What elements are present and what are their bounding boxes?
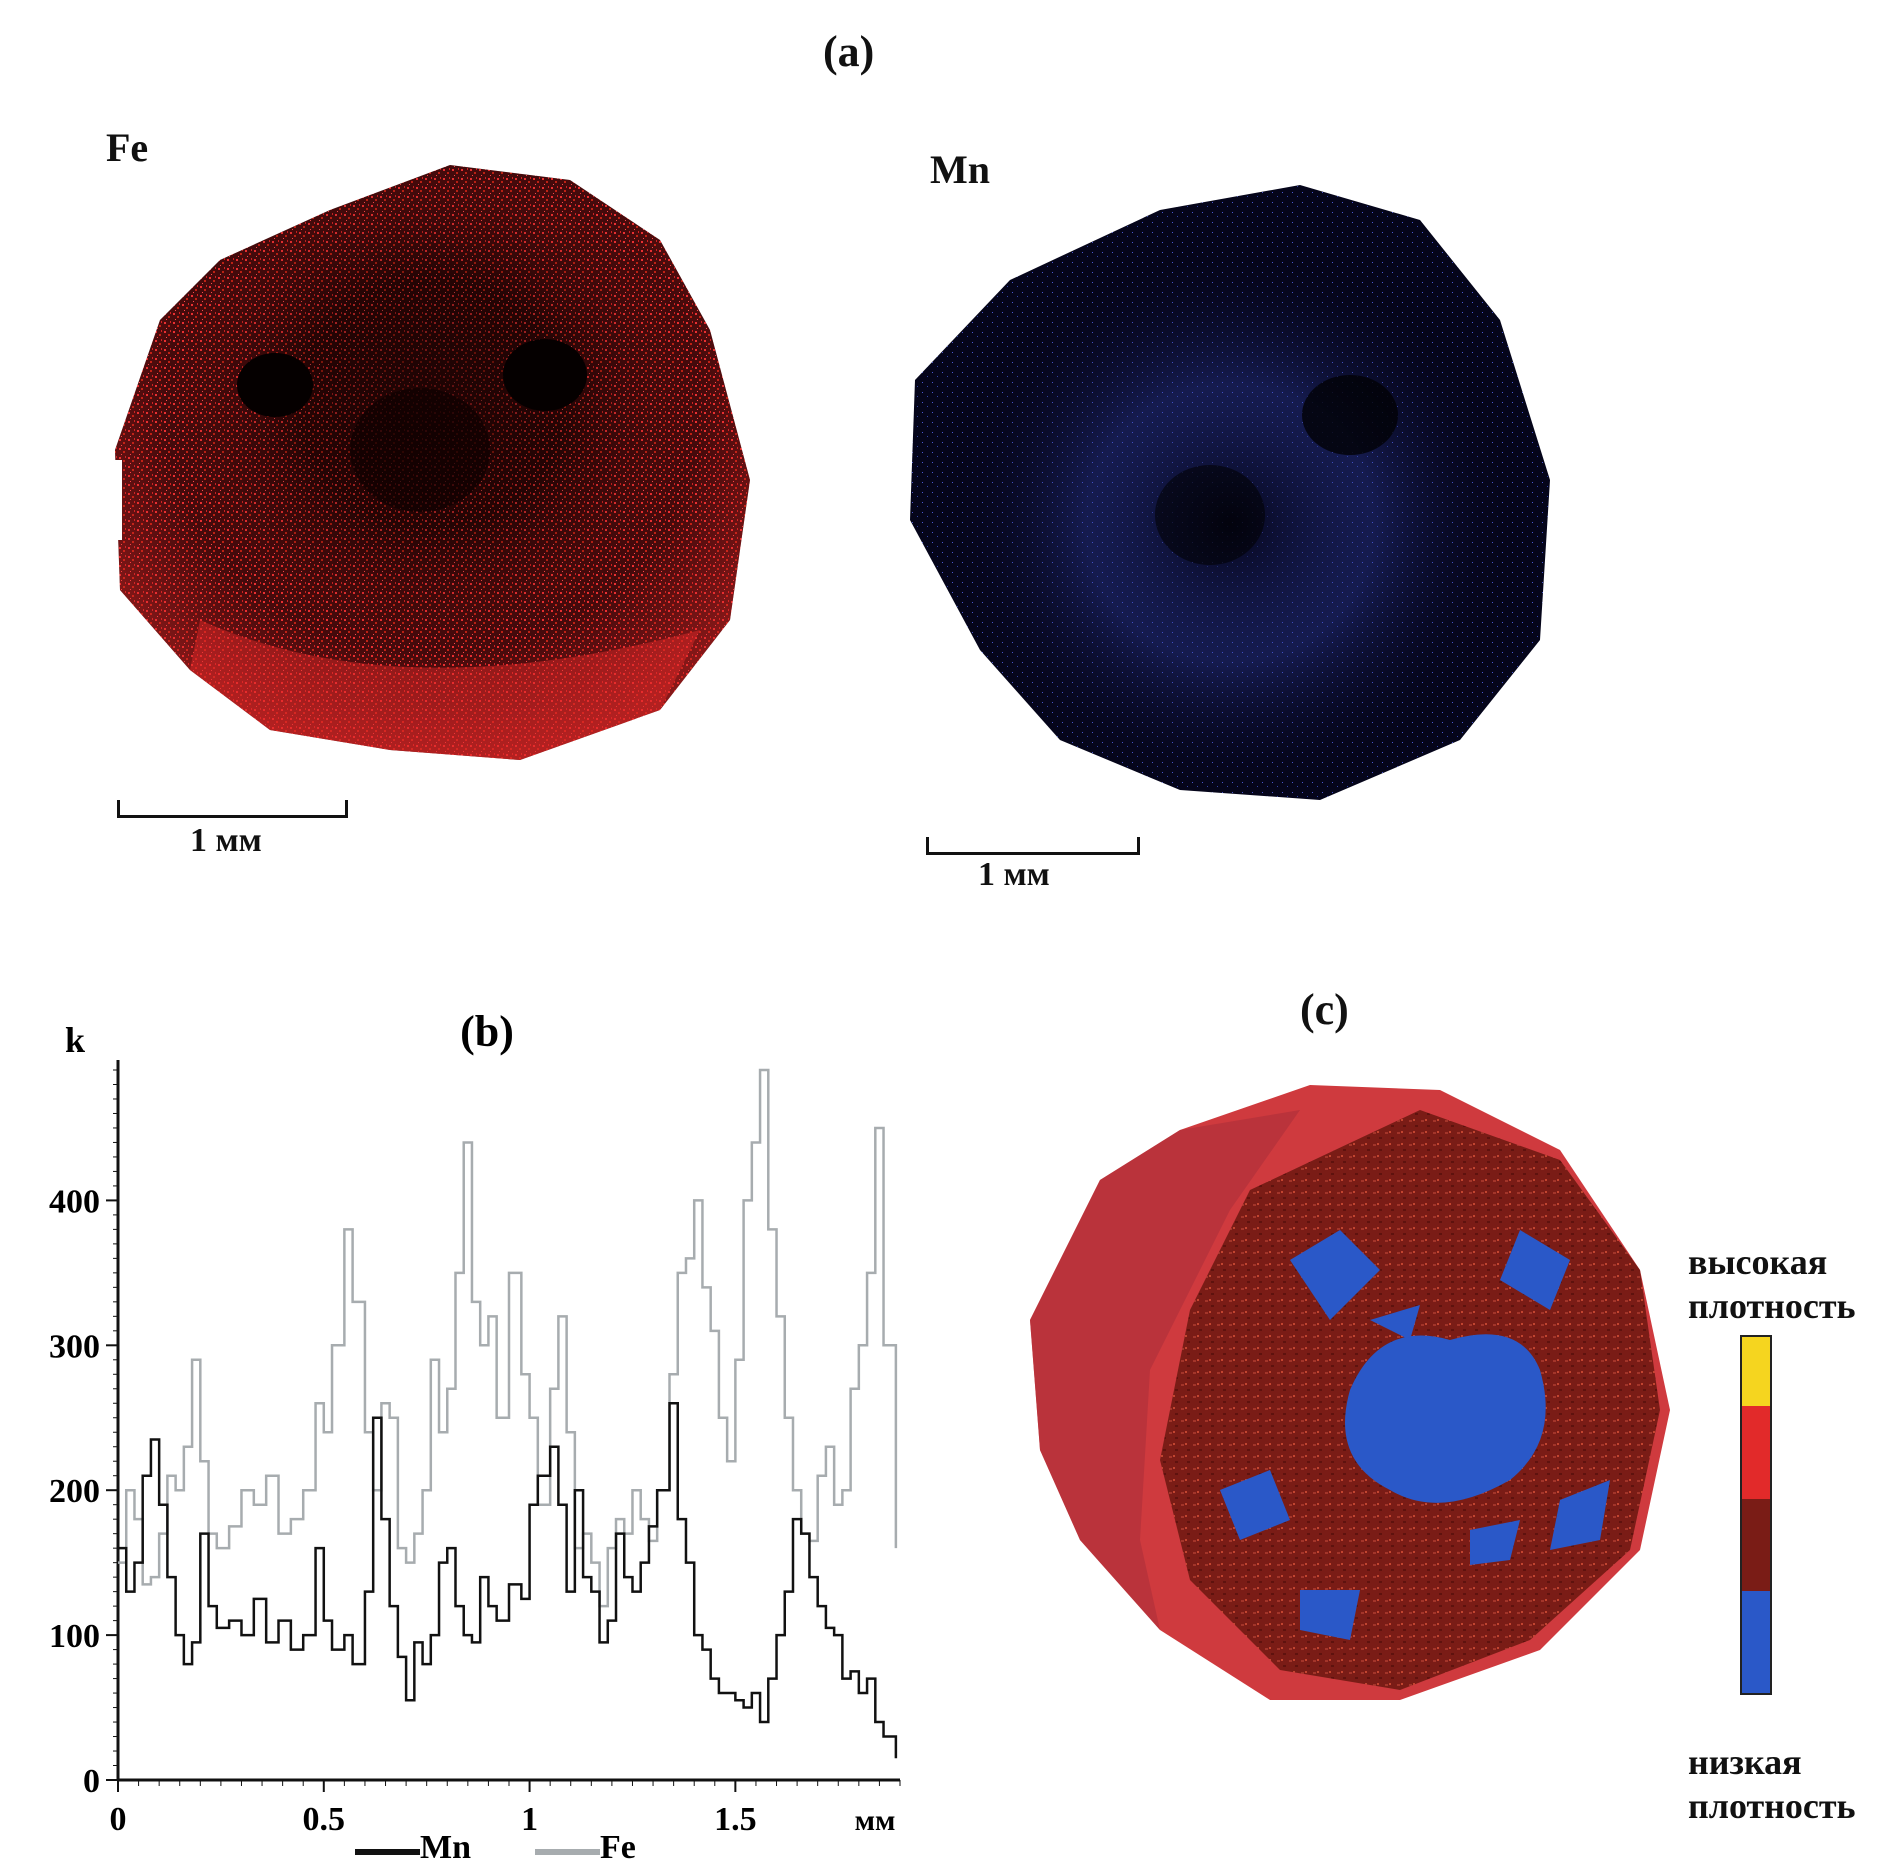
chart-title: (b) [460, 1007, 514, 1056]
series-mn-line [118, 1402, 898, 1759]
legend-high-line2: плотность [1688, 1286, 1856, 1326]
panel-c-title: (c) [1300, 985, 1349, 1034]
chart-axes [116, 1060, 900, 1782]
y-tick-label: 200 [49, 1473, 100, 1510]
color-scale-red [1742, 1406, 1770, 1499]
color-scale-darkred [1742, 1498, 1770, 1592]
fe-scale-bar [117, 800, 348, 818]
panel-a-title: (a) [823, 27, 875, 76]
mn-scale-label: 1 мм [978, 856, 1050, 893]
chart-legend: Mn Fe [355, 1829, 636, 1860]
chart-ticks: 0 100 200 300 400 0 0.5 1 1.5 [49, 1069, 901, 1838]
x-tick-label: 1.5 [714, 1801, 757, 1838]
x-axis-label: мм [855, 1804, 896, 1837]
legend-mn-label: Mn [420, 1829, 471, 1860]
fe-map-label: Fe [106, 125, 149, 170]
y-axis-label: k [65, 1020, 85, 1060]
density-map [1030, 1085, 1670, 1700]
profile-chart: (b) k мм 0 100 200 300 400 0 0.5 1 1.5 Mn Fe [49, 1007, 901, 1860]
x-tick-label: 0 [110, 1801, 127, 1838]
legend-fe-label: Fe [600, 1829, 636, 1860]
legend-low-line1: низкая [1688, 1742, 1802, 1782]
y-tick-label: 0 [83, 1763, 100, 1800]
y-tick-label: 400 [49, 1183, 100, 1220]
color-scale-yellow [1742, 1337, 1770, 1407]
mn-map-label: Mn [930, 147, 990, 192]
density-color-scale [1740, 1335, 1772, 1695]
series-fe-line [118, 1068, 898, 1608]
y-tick-label: 100 [49, 1618, 100, 1655]
y-tick-label: 300 [49, 1328, 100, 1365]
mn-scale-bar [926, 837, 1140, 855]
x-tick-label: 1 [521, 1801, 538, 1838]
fe-scale-label: 1 мм [190, 822, 262, 859]
chart-series [118, 1068, 898, 1759]
legend-high-line1: высокая [1688, 1242, 1828, 1282]
x-tick-label: 0.5 [303, 1801, 346, 1838]
fe-element-map [100, 165, 750, 760]
mn-element-map [910, 185, 1550, 800]
color-scale-blue [1742, 1591, 1770, 1693]
legend-low-line2: плотность [1688, 1786, 1856, 1826]
